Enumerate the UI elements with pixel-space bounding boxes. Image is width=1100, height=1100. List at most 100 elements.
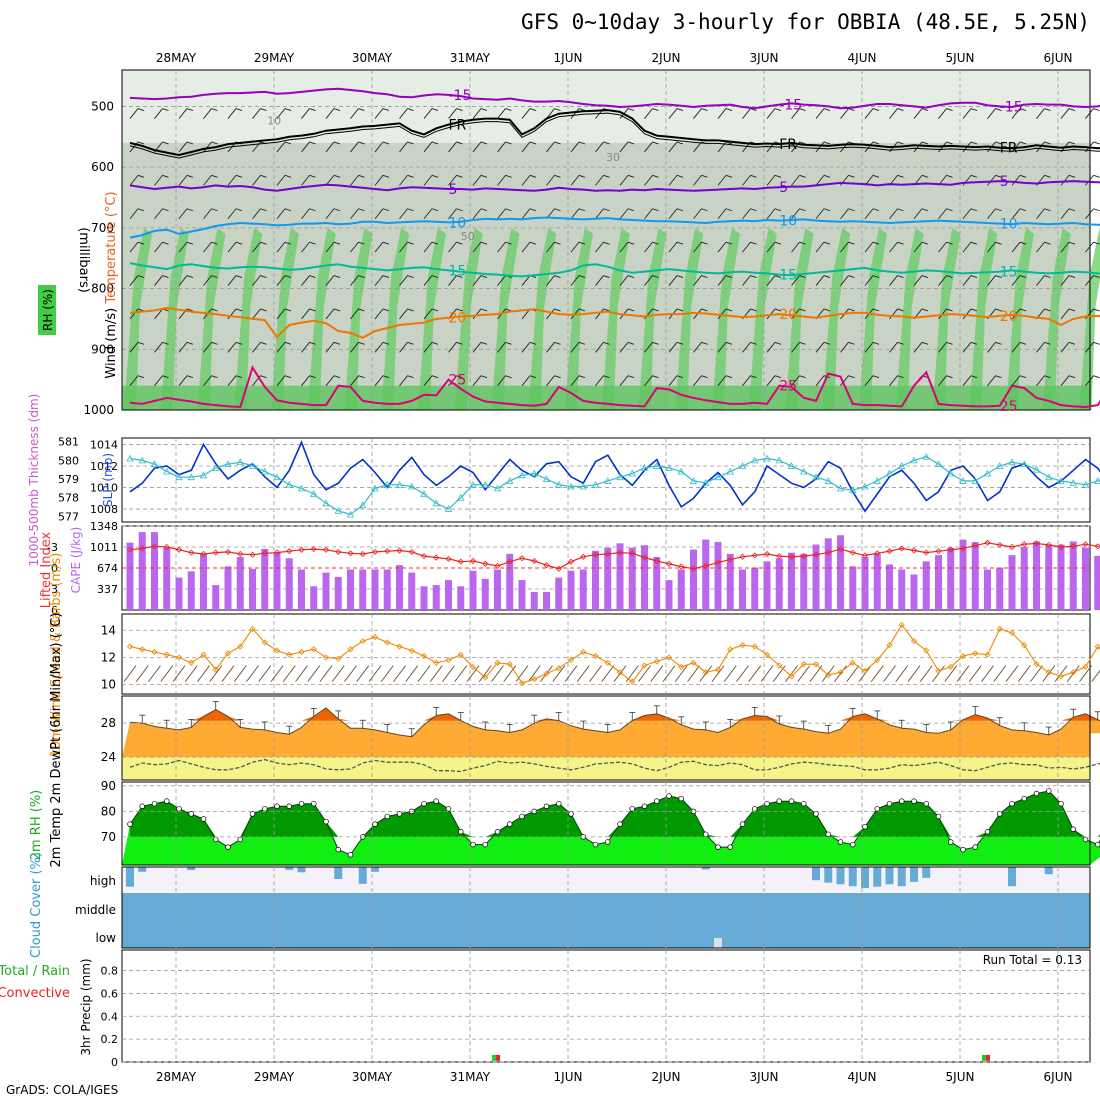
- rh-marker: [604, 839, 611, 845]
- wind-barb-flag: [235, 275, 243, 278]
- precip-tick-label: 0.2: [101, 1033, 119, 1046]
- rh-moist-plume: [675, 227, 704, 410]
- wind-barb-flag: [456, 241, 463, 245]
- wind-barb: [619, 241, 629, 253]
- wind-barb-flag: [186, 141, 194, 145]
- cloud-axis-label: Cloud Cover (%): [29, 852, 44, 958]
- wind-barb: [129, 342, 139, 353]
- wind-barb-flag: [921, 108, 929, 111]
- isotherm-label: 20: [1000, 309, 1018, 325]
- wind-barb: [270, 665, 284, 682]
- thickness-marker: [861, 482, 869, 490]
- wind-barb-flag: [701, 208, 708, 212]
- cape-bar: [726, 553, 734, 610]
- wind-barb-flag: [235, 375, 243, 379]
- wind-speed-marker: [335, 655, 342, 662]
- wind-barb: [148, 665, 161, 682]
- rh-marker: [543, 803, 550, 810]
- isotherm-label: 5: [779, 180, 788, 196]
- wind-barb: [350, 108, 359, 119]
- li-marker: [996, 541, 1003, 548]
- wind-barb: [791, 275, 800, 286]
- wind-barb-flag: [995, 241, 1002, 245]
- cape-bar: [935, 555, 942, 610]
- li-marker: [1082, 541, 1089, 548]
- wind-barb: [944, 665, 958, 682]
- cape-bar: [224, 566, 232, 610]
- wind-barb-flag: [407, 241, 414, 245]
- wind-barb-flag: [431, 141, 439, 145]
- wind-barb: [276, 308, 286, 320]
- wind-barb: [919, 665, 933, 682]
- wind-barb: [1085, 342, 1094, 353]
- li-marker: [445, 555, 452, 562]
- wind-barb: [325, 241, 335, 253]
- wind-barb-flag: [162, 241, 169, 245]
- wind-barb: [1060, 308, 1070, 320]
- wind-barb-flag: [1068, 241, 1076, 245]
- rh-marker: [372, 821, 378, 827]
- wind-barb-flag: [872, 108, 880, 111]
- wind-barb-flag: [309, 174, 316, 178]
- wind-barb: [742, 275, 751, 286]
- wind-barb: [350, 308, 359, 320]
- wind-barb: [399, 375, 408, 386]
- li-marker: [972, 542, 979, 549]
- wind-barb-flag: [995, 375, 1002, 379]
- wind-barb: [570, 175, 580, 186]
- cape-bar: [604, 547, 612, 610]
- wind-barb-flag: [578, 375, 586, 379]
- bottom-date-label: 1JUN: [554, 1070, 583, 1084]
- wind-barb: [399, 108, 408, 119]
- thickness-marker: [420, 490, 428, 497]
- wind-barb-flag: [431, 275, 439, 278]
- cape-bar: [1020, 547, 1028, 610]
- wind-barb: [717, 241, 727, 253]
- wind-barb-flag: [750, 174, 757, 178]
- wind-speed-marker: [163, 651, 170, 658]
- wind-barb: [595, 375, 604, 386]
- thickness-axis-label: 1000-500mb Thickness (dm): [27, 394, 41, 567]
- wind-barb: [325, 175, 335, 186]
- thickness-marker: [297, 484, 306, 492]
- wind-barb-flag: [554, 108, 561, 111]
- cape-bar: [383, 569, 391, 610]
- wind-barb-flag: [970, 375, 978, 379]
- wind-speed-marker: [200, 651, 207, 658]
- upper-air-panel: [121, 69, 1091, 411]
- wind-barb: [938, 108, 947, 119]
- cape-bar: [347, 569, 354, 610]
- rh-fill: [122, 790, 1100, 865]
- li-marker: [188, 549, 195, 556]
- wind-barb-flag: [848, 308, 855, 312]
- wind-barb: [913, 208, 923, 220]
- wind-barb-flag: [1068, 141, 1076, 145]
- wind-barb-flag: [260, 174, 267, 178]
- wind-barb: [895, 665, 909, 682]
- wind-barb: [546, 241, 555, 253]
- wind-barb-flag: [627, 241, 635, 245]
- wind-barb-flag: [921, 275, 929, 278]
- thickness-marker: [359, 501, 367, 509]
- thickness-marker: [640, 464, 649, 471]
- wind-barb-flag: [235, 341, 243, 345]
- wind-barb-flag: [970, 308, 978, 312]
- li-marker: [298, 546, 305, 553]
- wind-barb-flag: [970, 174, 978, 178]
- wind-speed-marker: [763, 651, 771, 658]
- wind-panel: [121, 613, 1091, 695]
- wind-speed-marker: [812, 661, 820, 668]
- wind-barb: [1079, 665, 1092, 682]
- li-marker: [592, 551, 599, 558]
- temperature-axis-label: 2m Temp 2m DewPt (6hr Min/Max) (°C): [49, 613, 64, 868]
- wind-barb: [766, 108, 776, 119]
- wind-speed-marker: [1008, 629, 1016, 637]
- wind-barb: [815, 141, 825, 153]
- wind-barb: [521, 342, 531, 353]
- wind-barb-flag: [676, 141, 684, 145]
- cape-bar: [714, 542, 722, 610]
- wind-barb: [448, 175, 457, 186]
- li-marker: [151, 543, 158, 550]
- wind-barb: [595, 342, 604, 353]
- wind-barb-flag: [603, 308, 610, 312]
